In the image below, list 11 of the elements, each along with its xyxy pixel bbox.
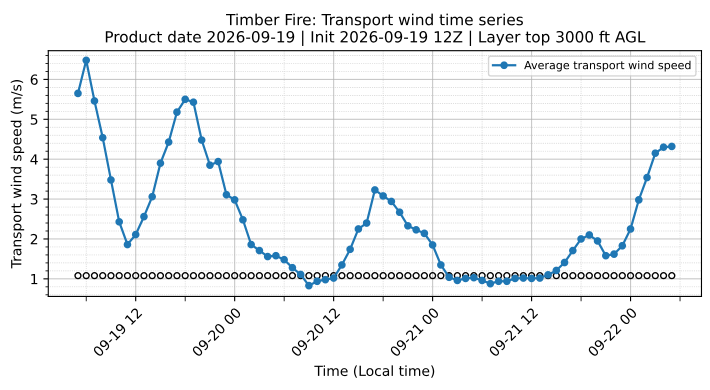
x-axis-title: Time (Local time) (314, 365, 434, 378)
legend-label: Average transport wind speed (524, 60, 690, 72)
y-tick-label: 3 (30, 194, 38, 205)
y-tick-label: 5 (30, 114, 38, 125)
y-axis-title: Transport wind speed (m/s) (10, 80, 24, 268)
chart-subtitle: Product date 2026-09-19 | Init 2026-09-19 12Z | Layer top 3000 ft AGL (106, 30, 646, 46)
y-tick-label: 1 (31, 274, 38, 284)
y-tick-label: 4 (30, 154, 38, 164)
y-tick-label: 2 (30, 234, 38, 244)
chart-title: Timber Fire: Transport wind time series (226, 14, 523, 28)
y-tick-label: 6 (30, 74, 38, 85)
